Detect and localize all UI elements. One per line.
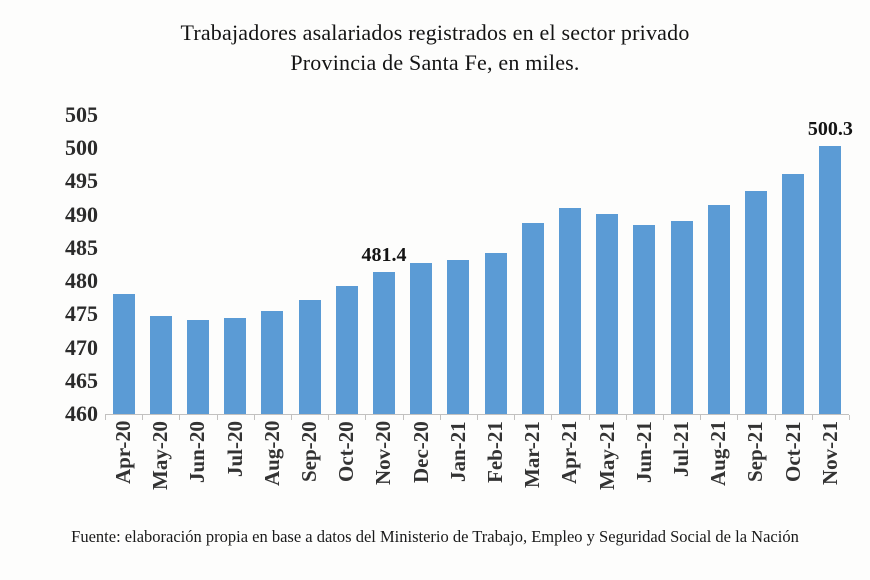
x-axis-tick xyxy=(588,415,590,420)
bar-Jul-21 xyxy=(670,221,693,414)
bar-Sep-21 xyxy=(745,190,767,414)
chart-title: Trabajadores asalariados registrados en … xyxy=(0,18,870,78)
x-tick-label-Jul-21: Jul-21 xyxy=(669,421,693,478)
y-tick-label-505: 505 xyxy=(65,102,98,127)
y-tick-label-465: 465 xyxy=(65,367,98,393)
bar-Oct-20 xyxy=(335,286,358,414)
x-tick-label-Feb-21: Feb-21 xyxy=(483,421,507,483)
x-axis-tick xyxy=(663,415,664,420)
x-tick-label-Dec-20: Dec-20 xyxy=(408,421,433,483)
x-axis-tick xyxy=(514,415,516,420)
x-tick-label-Apr-21: Apr-21 xyxy=(557,421,582,485)
x-axis-tick xyxy=(105,415,106,420)
bar-May-20 xyxy=(149,316,172,414)
x-axis-tick xyxy=(291,415,292,420)
x-tick-label-Aug-20: Aug-20 xyxy=(259,421,284,487)
bar-Mar-21 xyxy=(521,223,544,414)
x-tick-label-May-20: May-20 xyxy=(148,421,173,490)
x-tick-label-Sep-21: Sep-21 xyxy=(743,421,768,482)
x-axis-tick xyxy=(774,415,776,420)
y-tick-label-480: 480 xyxy=(65,268,98,294)
data-label-Nov-21: 500.3 xyxy=(807,118,853,141)
y-tick-label-470: 470 xyxy=(65,334,98,360)
x-tick-label-Jun-20: Jun-20 xyxy=(185,421,210,483)
bar-Jan-21 xyxy=(447,259,470,414)
bar-Jun-20 xyxy=(187,320,209,414)
x-tick-label-Jan-21: Jan-21 xyxy=(445,421,470,482)
x-axis-tick xyxy=(737,415,739,420)
x-axis-tick xyxy=(402,415,404,420)
bar-Aug-20 xyxy=(261,311,284,414)
x-tick-label-May-21: May-21 xyxy=(594,421,619,490)
bar-chart: 505 500 495 490 485 480 475 470 465 460 481.4 500.… xyxy=(65,102,853,490)
bar-Nov-20 xyxy=(373,271,395,414)
y-tick-label-500: 500 xyxy=(65,135,98,161)
bar-Jul-20 xyxy=(224,318,247,414)
y-tick-label-495: 495 xyxy=(65,168,98,194)
x-axis-tick xyxy=(142,415,144,420)
bar-Apr-21 xyxy=(559,208,581,414)
bar-Jun-21 xyxy=(633,224,656,414)
x-tick-label-Oct-21: Oct-21 xyxy=(780,421,805,482)
x-axis-tick xyxy=(625,415,627,420)
bar-Apr-20 xyxy=(112,293,135,414)
x-axis-tick xyxy=(477,415,478,420)
source-note: Fuente: elaboración propia en base a dat… xyxy=(71,527,799,546)
x-axis-tick xyxy=(700,415,702,420)
y-tick-label-475: 475 xyxy=(65,301,98,327)
x-axis-tick xyxy=(253,415,255,420)
data-label-Nov-20: 481.4 xyxy=(361,243,407,266)
x-axis-line xyxy=(105,414,849,415)
bar-May-21 xyxy=(596,214,619,414)
x-tick-label-Oct-20: Oct-20 xyxy=(334,421,359,482)
bar-Sep-20 xyxy=(298,300,321,414)
bar-Nov-21 xyxy=(819,146,842,414)
x-tick-label-Aug-21: Aug-21 xyxy=(706,421,731,487)
x-tick-label-Jul-20: Jul-20 xyxy=(222,421,247,478)
y-tick-label-485: 485 xyxy=(65,234,98,260)
x-tick-label-Mar-21: Mar-21 xyxy=(520,421,545,488)
x-tick-label-Nov-20: Nov-20 xyxy=(371,421,396,486)
bar-Oct-21 xyxy=(782,174,805,414)
x-tick-label-Nov-21: Nov-21 xyxy=(817,421,842,486)
chart-title-line1: Trabajadores asalariados registrados en … xyxy=(180,20,690,45)
x-tick-label-Sep-20: Sep-20 xyxy=(297,421,321,482)
x-tick-label-Jun-21: Jun-21 xyxy=(631,421,656,483)
x-tick-label-Apr-20: Apr-20 xyxy=(111,421,135,485)
bar-Aug-21 xyxy=(707,205,730,414)
x-axis-tick xyxy=(849,415,850,420)
y-tick-label-490: 490 xyxy=(65,201,98,227)
y-tick-label-460: 460 xyxy=(65,401,98,426)
x-axis-tick xyxy=(439,415,441,420)
x-axis-tick xyxy=(551,415,553,420)
bar-Dec-20 xyxy=(410,262,433,414)
x-axis-tick xyxy=(216,415,218,420)
x-axis-tick xyxy=(811,415,813,420)
chart-title-line2: Provincia de Santa Fe, en miles. xyxy=(290,50,580,75)
x-axis-tick xyxy=(179,415,181,420)
x-axis-tick xyxy=(328,415,330,420)
x-axis-tick xyxy=(365,415,367,420)
bar-Feb-21 xyxy=(484,252,507,414)
